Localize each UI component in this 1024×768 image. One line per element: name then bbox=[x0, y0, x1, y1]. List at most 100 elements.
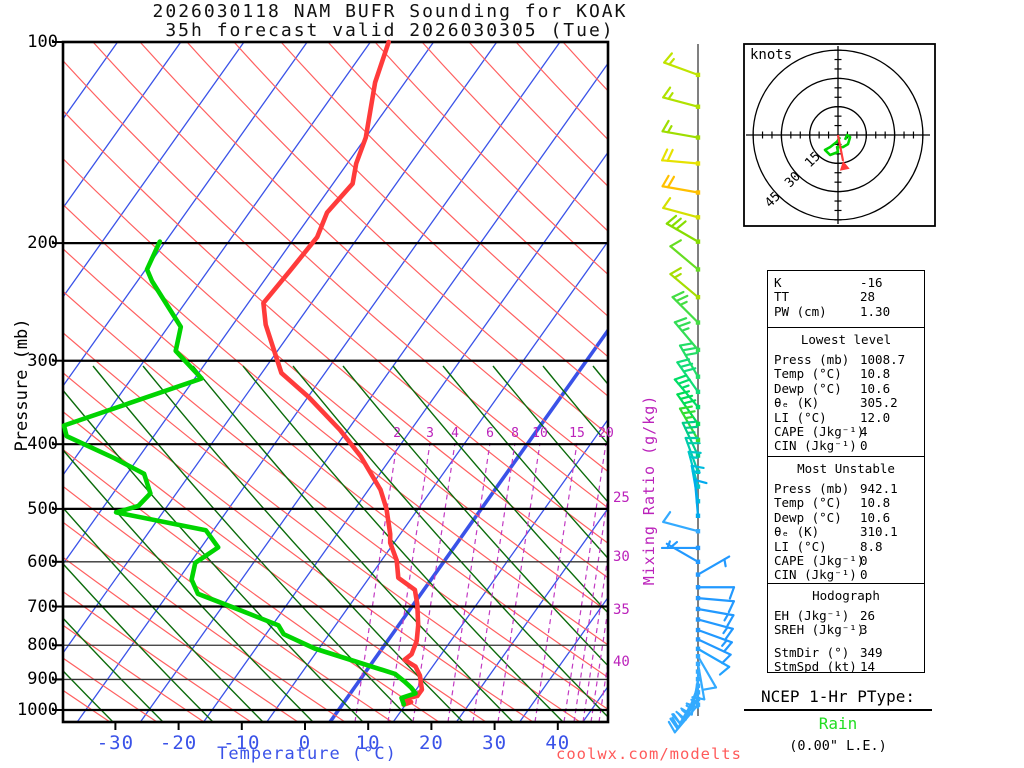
ptype-heading: NCEP 1-Hr PType: bbox=[760, 687, 916, 706]
moist-adiabat bbox=[442, 365, 608, 560]
dewpoint-curve bbox=[61, 239, 418, 707]
moist-adiabat bbox=[192, 365, 514, 722]
index-value: 4 bbox=[860, 424, 868, 440]
moist-adiabat bbox=[63, 669, 114, 722]
dry-adiabat bbox=[63, 109, 608, 579]
dry-adiabat bbox=[374, 42, 608, 276]
mixing-ratio-label: 10 bbox=[532, 426, 548, 441]
wind-barb bbox=[676, 390, 701, 427]
index-value: 310.1 bbox=[860, 524, 898, 540]
mixing-ratio-label: 35 bbox=[613, 602, 630, 618]
ptype-amount: (0.00" L.E.) bbox=[789, 738, 887, 754]
wind-barb bbox=[695, 555, 731, 577]
index-label: LI (°C) bbox=[774, 409, 827, 425]
indices-row: CAPE (Jkg⁻¹) 0 bbox=[768, 553, 924, 568]
mixing-ratio-line bbox=[573, 492, 608, 722]
mixing-ratio-axis-title: Mixing Ratio (g/kg) bbox=[640, 394, 658, 586]
wind-barb bbox=[695, 637, 732, 665]
ptype-underline bbox=[744, 709, 932, 711]
dry-adiabat bbox=[63, 556, 299, 722]
dry-adiabat bbox=[92, 42, 608, 509]
dry-adiabat bbox=[63, 410, 487, 722]
isotherm bbox=[76, 42, 561, 722]
mixing-ratio-line bbox=[447, 442, 491, 722]
mixing-ratio-label: 4 bbox=[451, 426, 459, 441]
isotherm bbox=[519, 596, 608, 722]
isotherm bbox=[455, 507, 608, 722]
temp-tick-label: -20 bbox=[159, 732, 198, 754]
mixing-ratio-label: 40 bbox=[613, 654, 630, 670]
dry-adiabat bbox=[63, 590, 252, 722]
index-label: StmDir (°) bbox=[774, 644, 850, 660]
index-value: 26 bbox=[860, 608, 876, 623]
temp-tick-label: 30 bbox=[482, 732, 508, 754]
isotherm bbox=[139, 62, 608, 722]
isotherm bbox=[203, 151, 608, 722]
pressure-tick-label: 700 bbox=[27, 596, 58, 617]
wind-barb bbox=[662, 510, 701, 534]
temperature-curve bbox=[261, 39, 425, 708]
dry-adiabat bbox=[63, 372, 534, 722]
mixing-ratio-label: 25 bbox=[613, 490, 630, 506]
index-label: Temp (°C) bbox=[774, 366, 842, 382]
isotherm bbox=[392, 418, 608, 722]
wind-barb bbox=[669, 239, 701, 272]
wind-barb bbox=[669, 266, 701, 300]
moist-adiabat bbox=[92, 365, 414, 722]
wind-barb bbox=[671, 290, 701, 325]
dry-adiabat bbox=[421, 42, 608, 232]
dry-adiabat bbox=[233, 42, 608, 397]
mixing-ratio-label: 3 bbox=[426, 426, 434, 441]
dry-adiabat bbox=[327, 42, 608, 318]
pressure-tick-label: 800 bbox=[27, 635, 58, 656]
mixing-ratio-label: 15 bbox=[569, 426, 585, 441]
mixing-ratio-line bbox=[534, 442, 578, 722]
isotherm bbox=[266, 240, 608, 722]
moist-adiabat bbox=[492, 365, 608, 504]
index-label: θₑ (K) bbox=[774, 395, 820, 411]
index-label: CAPE (Jkg⁻¹) bbox=[774, 424, 865, 440]
temp-tick-label: 10 bbox=[355, 732, 381, 754]
indices-section: Hodograph EH (Jkg⁻¹) 26 SREH (Jkg⁻¹) 3 StmDir… bbox=[768, 583, 924, 672]
dry-adiabat bbox=[63, 331, 581, 722]
indices-section: Lowest level Press (mb) 1008.7 Temp (°C) 10.… bbox=[768, 327, 924, 456]
temp-tick-label: 40 bbox=[545, 732, 571, 754]
moist-adiabat bbox=[292, 365, 608, 718]
indices-row: Dewp (°C) 10.6 bbox=[768, 380, 924, 396]
isotherm-0c bbox=[328, 327, 608, 722]
index-label: TT bbox=[774, 289, 790, 305]
indices-section-header: Most Unstable bbox=[797, 461, 895, 476]
indices-row: EH (Jkg⁻¹) 26 bbox=[768, 608, 924, 623]
dry-adiabat bbox=[280, 42, 608, 358]
chart-title-line2: 35h forecast valid 2026030305 (Tue) bbox=[165, 20, 615, 41]
index-value: 942.1 bbox=[860, 481, 898, 496]
mixing-ratio-label: 2 bbox=[393, 426, 401, 441]
indices-row: CIN (Jkg⁻¹) 0 bbox=[768, 568, 924, 583]
indices-row: CIN (Jkg⁻¹) 0 bbox=[768, 439, 924, 454]
mixing-ratio-label: 30 bbox=[613, 549, 630, 565]
mixing-ratio-label: 8 bbox=[511, 426, 519, 441]
storm-motion-arrowhead bbox=[839, 160, 850, 171]
dry-adiabat bbox=[63, 157, 608, 613]
indices-row: LI (°C) 8.8 bbox=[768, 539, 924, 554]
pressure-tick-label: 100 bbox=[27, 32, 58, 52]
moist-adiabat bbox=[342, 365, 608, 667]
isotherm bbox=[63, 42, 371, 477]
watermark-link[interactable]: coolwx.com/modelts bbox=[556, 745, 742, 763]
wind-barb bbox=[661, 174, 701, 195]
moist-adiabat bbox=[63, 448, 314, 722]
index-label: PW (cm) bbox=[774, 303, 827, 319]
pressure-tick-label: 900 bbox=[27, 669, 58, 690]
index-value: 12.0 bbox=[860, 409, 891, 425]
temp-tick-label: 0 bbox=[298, 732, 312, 754]
pressure-tick-label: 1000 bbox=[17, 700, 58, 720]
indices-row: Dewp (°C) 10.6 bbox=[768, 510, 924, 525]
index-value: 14 bbox=[860, 659, 876, 672]
dry-adiabat bbox=[186, 42, 608, 436]
wind-barb bbox=[665, 540, 701, 565]
wind-barb bbox=[695, 606, 735, 627]
indices-row: StmSpd (kt) 14 bbox=[768, 659, 924, 672]
index-value: 10.6 bbox=[860, 380, 891, 396]
wind-barb bbox=[661, 148, 701, 166]
